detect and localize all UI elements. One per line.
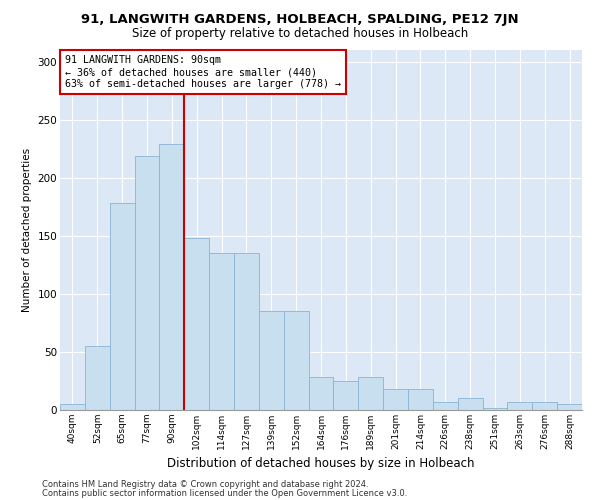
- Bar: [160, 144, 184, 410]
- Text: 91 LANGWITH GARDENS: 90sqm
← 36% of detached houses are smaller (440)
63% of sem: 91 LANGWITH GARDENS: 90sqm ← 36% of deta…: [65, 56, 341, 88]
- Bar: [482, 408, 508, 410]
- Bar: [383, 389, 408, 410]
- Bar: [60, 404, 85, 410]
- Bar: [408, 389, 433, 410]
- Bar: [557, 404, 582, 410]
- Bar: [433, 402, 458, 410]
- Bar: [284, 312, 308, 410]
- Text: Contains HM Land Registry data © Crown copyright and database right 2024.: Contains HM Land Registry data © Crown c…: [42, 480, 368, 489]
- X-axis label: Distribution of detached houses by size in Holbeach: Distribution of detached houses by size …: [167, 458, 475, 470]
- Bar: [358, 378, 383, 410]
- Bar: [234, 253, 259, 410]
- Bar: [110, 204, 134, 410]
- Bar: [334, 381, 358, 410]
- Text: Contains public sector information licensed under the Open Government Licence v3: Contains public sector information licen…: [42, 488, 407, 498]
- Bar: [209, 253, 234, 410]
- Bar: [85, 346, 110, 410]
- Bar: [259, 312, 284, 410]
- Bar: [308, 378, 334, 410]
- Text: Size of property relative to detached houses in Holbeach: Size of property relative to detached ho…: [132, 28, 468, 40]
- Text: 91, LANGWITH GARDENS, HOLBEACH, SPALDING, PE12 7JN: 91, LANGWITH GARDENS, HOLBEACH, SPALDING…: [81, 12, 519, 26]
- Bar: [134, 156, 160, 410]
- Y-axis label: Number of detached properties: Number of detached properties: [22, 148, 32, 312]
- Bar: [184, 238, 209, 410]
- Bar: [508, 402, 532, 410]
- Bar: [532, 402, 557, 410]
- Bar: [458, 398, 482, 410]
